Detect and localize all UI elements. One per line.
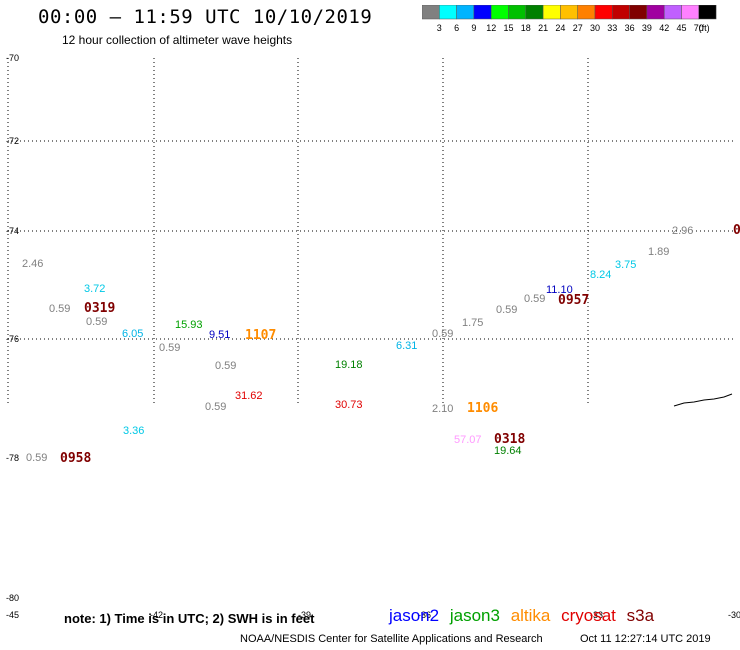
colorbar-swatch [508, 5, 527, 20]
colorbar-swatch [629, 5, 648, 20]
colorbar-swatch [612, 5, 630, 20]
colorbar-swatch [560, 5, 578, 20]
wave-height-value: 6.31 [396, 340, 417, 352]
colorbar-swatch [525, 5, 544, 20]
wave-height-value: 6.05 [122, 328, 143, 340]
colorbar-swatch [422, 5, 440, 20]
generated-timestamp: Oct 11 12:27:14 UTC 2019 [580, 633, 711, 645]
wave-height-value: 19.64 [494, 445, 522, 457]
legend-cryosat: cryosat [561, 606, 616, 625]
footer-note: note: 1) Time is in UTC; 2) SWH is in fe… [64, 611, 315, 626]
wave-height-value: 1.75 [462, 317, 483, 329]
colorbar-tick-label: 15 [503, 23, 513, 33]
colorbar-tick-label: 18 [521, 23, 531, 33]
colorbar-swatch [439, 5, 457, 20]
wave-height-value: 2.10 [432, 403, 453, 415]
colorbar-tick-label: 39 [642, 23, 652, 33]
pass-time-label: 1107 [245, 328, 276, 343]
colorbar-swatch [594, 5, 613, 20]
wave-height-value: 3.72 [84, 283, 105, 295]
colorbar-tick-label: 30 [590, 23, 600, 33]
longitude-label: -36 [418, 610, 431, 620]
wave-height-value: 1.89 [648, 246, 669, 258]
colorbar-tick-label: 24 [555, 23, 565, 33]
colorbar-swatch [542, 5, 561, 20]
colorbar-tick-label: 42 [659, 23, 669, 33]
longitude-labels: -45 -42 -39 -36 -33 -30 [6, 610, 740, 620]
colorbar-tick-label: 70 [694, 23, 704, 33]
satellite-legend: jason2 jason3 altika cryosat s3a [389, 606, 660, 626]
colorbar-swatch [577, 5, 596, 20]
wave-height-value: 0.59 [49, 303, 70, 315]
latitude-label: -74 [6, 226, 19, 236]
colorbar-tick-label: 27 [573, 23, 583, 33]
wave-height-value: 30.73 [335, 399, 363, 411]
colorbar-tick-label: 9 [471, 23, 476, 33]
wave-height-value: 19.18 [335, 359, 363, 371]
legend-jason2: jason2 [389, 606, 440, 625]
longitude-label: -33 [590, 610, 603, 620]
wave-height-value: 0.59 [205, 401, 226, 413]
colorbar-tick-label: 6 [454, 23, 459, 33]
pass-time-label: 0319 [84, 301, 115, 316]
colorbar-tick-label: 33 [607, 23, 617, 33]
latitude-label: -80 [6, 593, 19, 603]
wave-height-value: 3.36 [123, 425, 144, 437]
longitude-label: -45 [6, 610, 19, 620]
longitude-label: -42 [150, 610, 163, 620]
wave-height-value: 57.07 [454, 434, 482, 446]
wave-height-value: 9.51 [209, 329, 230, 341]
wave-height-value: 2.96 [672, 225, 693, 237]
pass-time-label: 0958 [60, 451, 91, 466]
wave-height-value: 0.59 [86, 316, 107, 328]
latitude-label: -78 [6, 453, 19, 463]
wave-height-value: 0.59 [524, 293, 545, 305]
latitude-labels: -70 -72 -74 -76 -78 -80 [6, 53, 19, 603]
colorbar-swatch [646, 5, 665, 20]
legend-s3a: s3a [626, 606, 655, 625]
pass-time-label: 0318 [494, 432, 525, 447]
page-subtitle: 12 hour collection of altimeter wave hei… [62, 33, 293, 47]
legend-jason3: jason3 [449, 606, 500, 625]
pass-time-label: 0957 [558, 293, 589, 308]
colorbar-swatch [490, 5, 509, 20]
colorbar-tick-label: 21 [538, 23, 548, 33]
wave-height-value: 0.59 [159, 342, 180, 354]
colorbar-swatch [663, 5, 682, 20]
wave-height-value: 0.59 [215, 360, 236, 372]
pass-time-label: 1106 [467, 401, 498, 416]
longitude-label: -30 [728, 610, 740, 620]
latitude-label: -76 [6, 334, 19, 344]
credit-line: NOAA/NESDIS Center for Satellite Applica… [240, 633, 543, 645]
colorbar-swatch [698, 5, 717, 20]
colorbar-swatch [473, 5, 492, 20]
colorbar-tick-label: 45 [676, 23, 686, 33]
colorbar-swatch [681, 5, 700, 20]
wave-height-value: 8.24 [590, 269, 611, 281]
wave-height-value: 0.59 [26, 452, 47, 464]
coastline [673, 393, 733, 407]
color-scale-bar: 3 6 9 12 15 18 21 24 27 30 33 36 39 42 45 70(ft) [422, 5, 717, 33]
page-title: 00:00 – 11:59 UTC 10/10/2019 [38, 6, 373, 28]
wave-height-value: 3.75 [615, 259, 636, 271]
latitude-label: -72 [6, 136, 19, 146]
legend-altika: altika [510, 606, 551, 625]
colorbar-tick-label: 12 [486, 23, 496, 33]
wave-height-value: 0.59 [432, 328, 453, 340]
colorbar-tick-label: 3 [437, 23, 442, 33]
graticule [7, 58, 734, 406]
wave-height-value: 11.10 [546, 284, 573, 296]
longitude-label: -39 [298, 610, 311, 620]
wave-height-value: 31.62 [235, 390, 263, 402]
wave-height-value: 0.59 [496, 304, 517, 316]
wave-height-value: 15.93 [175, 319, 203, 331]
colorbar-unit: (ft) [699, 23, 710, 33]
pass-time-label: 0 [733, 223, 740, 238]
colorbar-swatch [456, 5, 475, 20]
colorbar-tick-label: 36 [625, 23, 635, 33]
wave-height-value: 2.46 [22, 258, 43, 270]
latitude-label: -70 [6, 53, 19, 63]
